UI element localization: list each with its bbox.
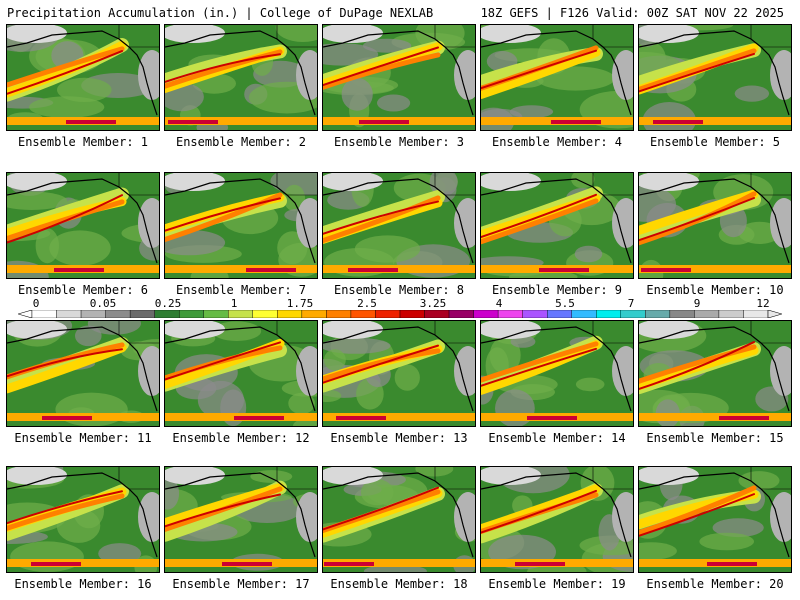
member-map-panel[interactable] bbox=[322, 172, 476, 279]
member-map-panel[interactable] bbox=[6, 466, 160, 573]
member-label: Ensemble Member: 12 bbox=[172, 431, 310, 445]
map-title: Precipitation Accumulation (in.) | Colle… bbox=[7, 6, 434, 20]
member-label: Ensemble Member: 2 bbox=[175, 135, 307, 149]
member-label: Ensemble Member: 11 bbox=[14, 431, 152, 445]
colorbar-tick-label: 5.5 bbox=[555, 297, 575, 310]
colorbar-tick-label: 9 bbox=[693, 297, 701, 310]
member-label: Ensemble Member: 10 bbox=[646, 283, 784, 297]
member-map-panel[interactable] bbox=[6, 172, 160, 279]
member-map-panel[interactable] bbox=[6, 320, 160, 427]
member-map-panel[interactable] bbox=[322, 320, 476, 427]
member-map-panel[interactable] bbox=[638, 172, 792, 279]
member-label: Ensemble Member: 4 bbox=[491, 135, 623, 149]
colorbar-tick-label: 4 bbox=[495, 297, 503, 310]
colorbar-tick-label: 3.25 bbox=[419, 297, 447, 310]
member-label: Ensemble Member: 14 bbox=[488, 431, 626, 445]
member-label: Ensemble Member: 19 bbox=[488, 577, 626, 591]
member-label: Ensemble Member: 15 bbox=[646, 431, 784, 445]
precip-colorbar bbox=[18, 310, 782, 318]
member-map-panel[interactable] bbox=[480, 320, 634, 427]
member-map-panel[interactable] bbox=[164, 24, 318, 131]
member-label: Ensemble Member: 8 bbox=[333, 283, 465, 297]
member-label: Ensemble Member: 6 bbox=[17, 283, 149, 297]
member-label: Ensemble Member: 18 bbox=[330, 577, 468, 591]
member-map-panel[interactable] bbox=[164, 466, 318, 573]
member-map-panel[interactable] bbox=[638, 320, 792, 427]
member-label: Ensemble Member: 13 bbox=[330, 431, 468, 445]
member-map-panel[interactable] bbox=[480, 24, 634, 131]
colorbar-tick-label: 0.05 bbox=[89, 297, 117, 310]
member-label: Ensemble Member: 7 bbox=[175, 283, 307, 297]
member-label: Ensemble Member: 5 bbox=[649, 135, 781, 149]
colorbar-tick-label: 2.5 bbox=[357, 297, 377, 310]
member-map-panel[interactable] bbox=[322, 24, 476, 131]
colorbar-tick-label: 7 bbox=[627, 297, 635, 310]
member-label: Ensemble Member: 3 bbox=[333, 135, 465, 149]
colorbar-tick-label: 12 bbox=[756, 297, 770, 310]
colorbar-tick-label: 0 bbox=[32, 297, 40, 310]
member-label: Ensemble Member: 1 bbox=[17, 135, 149, 149]
member-map-panel[interactable] bbox=[638, 466, 792, 573]
member-map-panel[interactable] bbox=[322, 466, 476, 573]
member-map-panel[interactable] bbox=[638, 24, 792, 131]
colorbar-tick-label: 1 bbox=[230, 297, 238, 310]
member-map-panel[interactable] bbox=[480, 466, 634, 573]
member-map-panel[interactable] bbox=[6, 24, 160, 131]
member-label: Ensemble Member: 20 bbox=[646, 577, 784, 591]
colorbar-tick-label: 0.25 bbox=[154, 297, 182, 310]
member-label: Ensemble Member: 16 bbox=[14, 577, 152, 591]
valid-time: 18Z GEFS | F126 Valid: 00Z SAT NOV 22 20… bbox=[480, 6, 784, 20]
colorbar-tick-label: 1.75 bbox=[286, 297, 314, 310]
member-label: Ensemble Member: 17 bbox=[172, 577, 310, 591]
member-map-panel[interactable] bbox=[164, 172, 318, 279]
member-map-panel[interactable] bbox=[480, 172, 634, 279]
member-label: Ensemble Member: 9 bbox=[491, 283, 623, 297]
member-map-panel[interactable] bbox=[164, 320, 318, 427]
